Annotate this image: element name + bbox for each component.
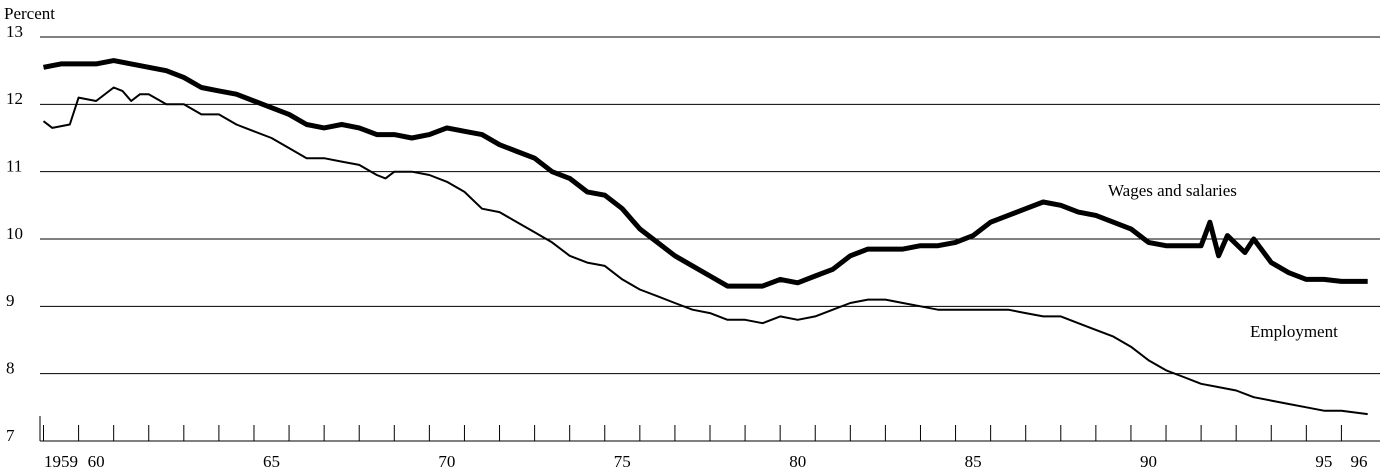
series-annotation: Wages and salaries <box>1108 181 1237 200</box>
x-tick-label: 60 <box>88 452 105 471</box>
x-tick-label: 95 <box>1315 452 1332 471</box>
x-tick-label: 75 <box>614 452 631 471</box>
y-tick-label: 10 <box>6 224 23 243</box>
x-tick-label: 70 <box>438 452 455 471</box>
x-tick-label: 80 <box>789 452 806 471</box>
y-tick-label: 8 <box>6 359 15 378</box>
series-annotation: Employment <box>1250 322 1338 341</box>
x-tick-label: 96 <box>1350 452 1367 471</box>
y-tick-label: 7 <box>6 426 15 445</box>
y-tick-label: 11 <box>6 157 22 176</box>
x-tick-label: 1959 <box>44 452 78 471</box>
series-line <box>42 86 1368 416</box>
series-line <box>43 58 1368 289</box>
x-tick-label: 85 <box>965 452 982 471</box>
x-tick-label: 90 <box>1140 452 1157 471</box>
x-tick-label: 65 <box>263 452 280 471</box>
y-tick-label: 13 <box>6 22 23 41</box>
y-tick-label: 9 <box>6 291 15 310</box>
y-axis-label: Percent <box>4 4 55 23</box>
y-tick-label: 12 <box>6 89 23 108</box>
